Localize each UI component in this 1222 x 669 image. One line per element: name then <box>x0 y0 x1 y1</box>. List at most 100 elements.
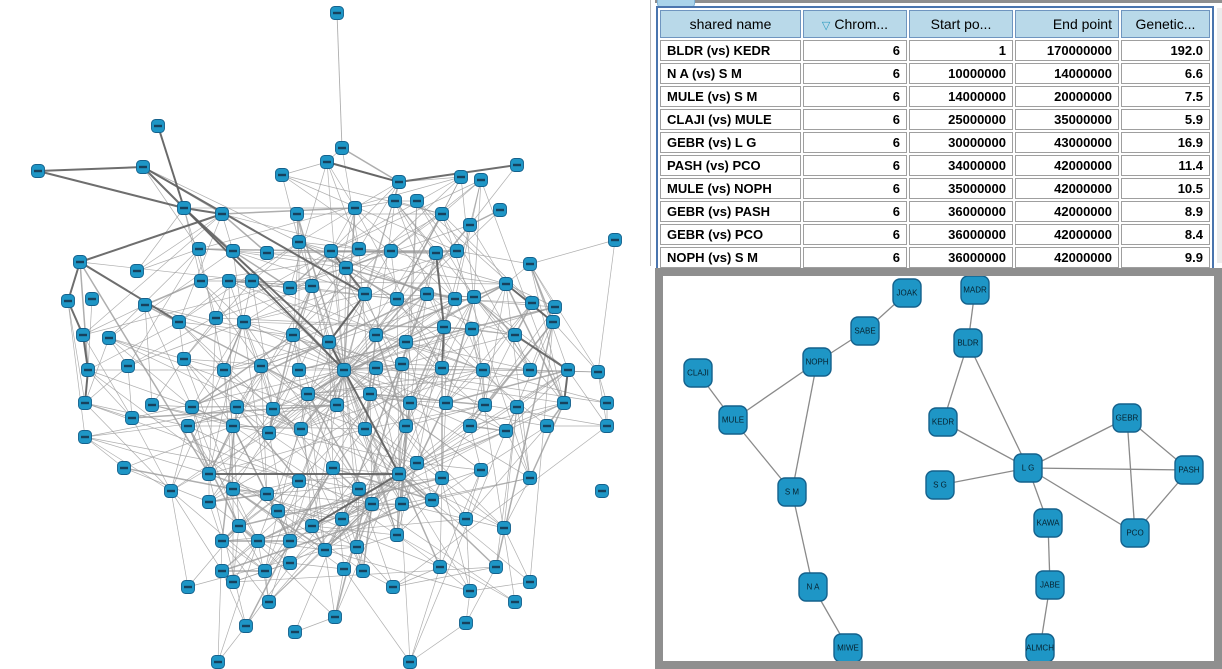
table-row[interactable]: GEBR (vs) PASH 6 36000000 42000000 8.9 <box>660 201 1210 222</box>
table-cell-start-position[interactable]: 1 <box>909 40 1013 61</box>
edge-table[interactable]: shared name ▽ Chrom... Start po... End point… <box>656 6 1214 272</box>
network-edge-S_M-N_A[interactable] <box>791 491 814 588</box>
graph-node[interactable] <box>292 474 306 488</box>
graph-node[interactable] <box>399 335 413 349</box>
graph-node[interactable] <box>102 331 116 345</box>
table-cell-shared-name[interactable]: GEBR (vs) PCO <box>660 224 801 245</box>
table-row[interactable]: BLDR (vs) KEDR 6 1 170000000 192.0 <box>660 40 1210 61</box>
table-cell-chromosome[interactable]: 6 <box>803 224 907 245</box>
graph-node[interactable] <box>151 119 165 133</box>
column-header-start-position[interactable]: Start po... <box>909 10 1013 38</box>
node-S_M[interactable]: S M <box>777 477 807 507</box>
graph-node[interactable] <box>410 456 424 470</box>
graph-node[interactable] <box>476 363 490 377</box>
table-row[interactable]: PASH (vs) PCO 6 34000000 42000000 11.4 <box>660 155 1210 176</box>
table-cell-chromosome[interactable]: 6 <box>803 63 907 84</box>
graph-node[interactable] <box>523 257 537 271</box>
graph-node[interactable] <box>283 534 297 548</box>
graph-node[interactable] <box>283 556 297 570</box>
graph-node[interactable] <box>450 244 464 258</box>
graph-node[interactable] <box>523 575 537 589</box>
graph-node[interactable] <box>326 461 340 475</box>
graph-node[interactable] <box>262 595 276 609</box>
table-cell-shared-name[interactable]: MULE (vs) NOPH <box>660 178 801 199</box>
node-PCO[interactable]: PCO <box>1120 518 1150 548</box>
graph-node[interactable] <box>392 175 406 189</box>
graph-node[interactable] <box>369 361 383 375</box>
graph-node[interactable] <box>399 419 413 433</box>
graph-node[interactable] <box>510 400 524 414</box>
graph-node[interactable] <box>489 560 503 574</box>
table-cell-end-point[interactable]: 42000000 <box>1015 155 1119 176</box>
table-cell-start-position[interactable]: 14000000 <box>909 86 1013 107</box>
graph-node[interactable] <box>172 315 186 329</box>
graph-node[interactable] <box>437 320 451 334</box>
node-BLDR[interactable]: BLDR <box>953 328 983 358</box>
graph-node[interactable] <box>301 387 315 401</box>
graph-node[interactable] <box>192 242 206 256</box>
graph-node[interactable] <box>403 655 417 669</box>
graph-node[interactable] <box>395 357 409 371</box>
graph-node[interactable] <box>420 287 434 301</box>
node-CLAJI[interactable]: CLAJI <box>683 358 713 388</box>
graph-node[interactable] <box>454 170 468 184</box>
graph-node[interactable] <box>230 400 244 414</box>
graph-node[interactable] <box>226 482 240 496</box>
graph-node[interactable] <box>390 528 404 542</box>
graph-node[interactable] <box>292 363 306 377</box>
table-cell-start-position[interactable]: 30000000 <box>909 132 1013 153</box>
table-cell-end-point[interactable]: 42000000 <box>1015 178 1119 199</box>
graph-node[interactable] <box>384 244 398 258</box>
graph-node[interactable] <box>591 365 605 379</box>
graph-node[interactable] <box>181 580 195 594</box>
table-cell-chromosome[interactable]: 6 <box>803 132 907 153</box>
graph-node[interactable] <box>435 361 449 375</box>
table-cell-shared-name[interactable]: GEBR (vs) PASH <box>660 201 801 222</box>
column-header-shared-name[interactable]: shared name <box>660 10 801 38</box>
graph-node[interactable] <box>358 422 372 436</box>
graph-node[interactable] <box>463 419 477 433</box>
graph-node[interactable] <box>508 328 522 342</box>
table-cell-start-position[interactable]: 36000000 <box>909 201 1013 222</box>
graph-node[interactable] <box>202 467 216 481</box>
table-cell-end-point[interactable]: 170000000 <box>1015 40 1119 61</box>
node-SABE[interactable]: SABE <box>850 316 880 346</box>
graph-node[interactable] <box>138 298 152 312</box>
graph-node[interactable] <box>283 281 297 295</box>
table-cell-end-point[interactable]: 20000000 <box>1015 86 1119 107</box>
graph-node[interactable] <box>254 359 268 373</box>
graph-node[interactable] <box>337 363 351 377</box>
graph-node[interactable] <box>600 396 614 410</box>
table-cell-chromosome[interactable]: 6 <box>803 201 907 222</box>
graph-node[interactable] <box>595 484 609 498</box>
graph-node[interactable] <box>358 287 372 301</box>
table-cell-genetic[interactable]: 192.0 <box>1121 40 1210 61</box>
graph-node[interactable] <box>337 562 351 576</box>
network-edge-L_G-GEBR[interactable] <box>1027 417 1128 469</box>
graph-node[interactable] <box>557 396 571 410</box>
column-header-end-point[interactable]: End point <box>1015 10 1119 38</box>
graph-node[interactable] <box>459 512 473 526</box>
table-cell-end-point[interactable]: 35000000 <box>1015 109 1119 130</box>
table-row[interactable]: MULE (vs) NOPH 6 35000000 42000000 10.5 <box>660 178 1210 199</box>
graph-node[interactable] <box>294 422 308 436</box>
graph-node[interactable] <box>324 244 338 258</box>
table-cell-shared-name[interactable]: NOPH (vs) S M <box>660 247 801 268</box>
graph-node[interactable] <box>435 471 449 485</box>
graph-node[interactable] <box>448 292 462 306</box>
table-cell-start-position[interactable]: 25000000 <box>909 109 1013 130</box>
graph-node[interactable] <box>61 294 75 308</box>
graph-node[interactable] <box>266 402 280 416</box>
graph-node[interactable] <box>318 543 332 557</box>
main-network-canvas[interactable] <box>0 0 655 669</box>
main-network-panel[interactable] <box>0 0 655 669</box>
table-cell-genetic[interactable]: 5.9 <box>1121 109 1210 130</box>
graph-node[interactable] <box>76 328 90 342</box>
table-cell-genetic[interactable]: 8.4 <box>1121 224 1210 245</box>
node-MULE[interactable]: MULE <box>718 405 748 435</box>
graph-node[interactable] <box>523 471 537 485</box>
graph-node[interactable] <box>209 311 223 325</box>
graph-node[interactable] <box>425 493 439 507</box>
table-cell-genetic[interactable]: 7.5 <box>1121 86 1210 107</box>
graph-node[interactable] <box>275 168 289 182</box>
